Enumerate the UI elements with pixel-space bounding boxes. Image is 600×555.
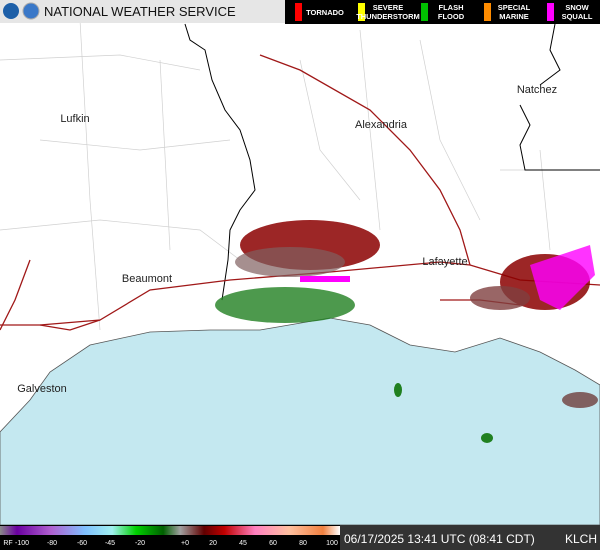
echo [235, 247, 345, 277]
echo [481, 433, 493, 443]
timestamp: 06/17/2025 13:41 UTC (08:41 CDT) [344, 532, 535, 546]
city-label: Lufkin [60, 113, 89, 125]
legend-label: FLASH [439, 3, 464, 12]
rivers [184, 23, 600, 301]
colorbar-labels: RF -100 -80 -60 -45 -20 +0 20 45 60 80 100 [3, 540, 338, 547]
city-label: Lafayette [422, 256, 467, 268]
legend-label: MARINE [499, 12, 529, 21]
echo [215, 287, 355, 323]
legend-label: SPECIAL [498, 3, 531, 12]
colorbar-label: 80 [299, 540, 307, 547]
legend-swatch [484, 3, 491, 21]
echo [562, 392, 598, 408]
city-label: Beaumont [122, 273, 172, 285]
colorbar-label: 60 [269, 540, 277, 547]
colorbar-label: -45 [105, 540, 115, 547]
legend-label: SQUALL [562, 12, 593, 21]
noaa-logo [3, 3, 19, 19]
legend-label: SNOW [565, 3, 589, 12]
header-title: NATIONAL WEATHER SERVICE [44, 4, 236, 19]
legend-swatch [421, 3, 428, 21]
city-label: Natchez [517, 84, 557, 96]
echo [470, 286, 530, 310]
colorbar-label: -60 [77, 540, 87, 547]
header-bar [0, 0, 285, 23]
colorbar-label: -100 [15, 540, 29, 547]
legend-label: SEVERE [373, 3, 403, 12]
echo [394, 383, 402, 397]
warning-polygon [530, 245, 595, 310]
legend-swatch [547, 3, 554, 21]
colorbar-label: +0 [181, 540, 189, 547]
warning-polygon [300, 276, 350, 282]
legend-label: THUNDERSTORM [356, 12, 420, 21]
colorbar-label: 100 [326, 540, 338, 547]
footer-bar [340, 525, 600, 550]
colorbar-label: -80 [47, 540, 57, 547]
legend-swatch [358, 3, 365, 21]
city-label: Alexandria [355, 119, 408, 131]
legend-swatch [295, 3, 302, 21]
colorbar [0, 526, 340, 535]
colorbar-label: 20 [209, 540, 217, 547]
legend-label: FLOOD [438, 12, 465, 21]
gulf [0, 317, 600, 526]
colorbar-label: -20 [135, 540, 145, 547]
station: KLCH [565, 532, 597, 546]
colorbar-label: RF [3, 540, 12, 547]
colorbar-label: 45 [239, 540, 247, 547]
radar-echoes [215, 220, 598, 443]
city-labels: Natchez Lufkin Alexandria Beaumont Lafayette… [17, 84, 557, 395]
legend-label: TORNADO [306, 8, 344, 17]
nws-logo [22, 2, 40, 20]
city-label: Galveston [17, 383, 67, 395]
